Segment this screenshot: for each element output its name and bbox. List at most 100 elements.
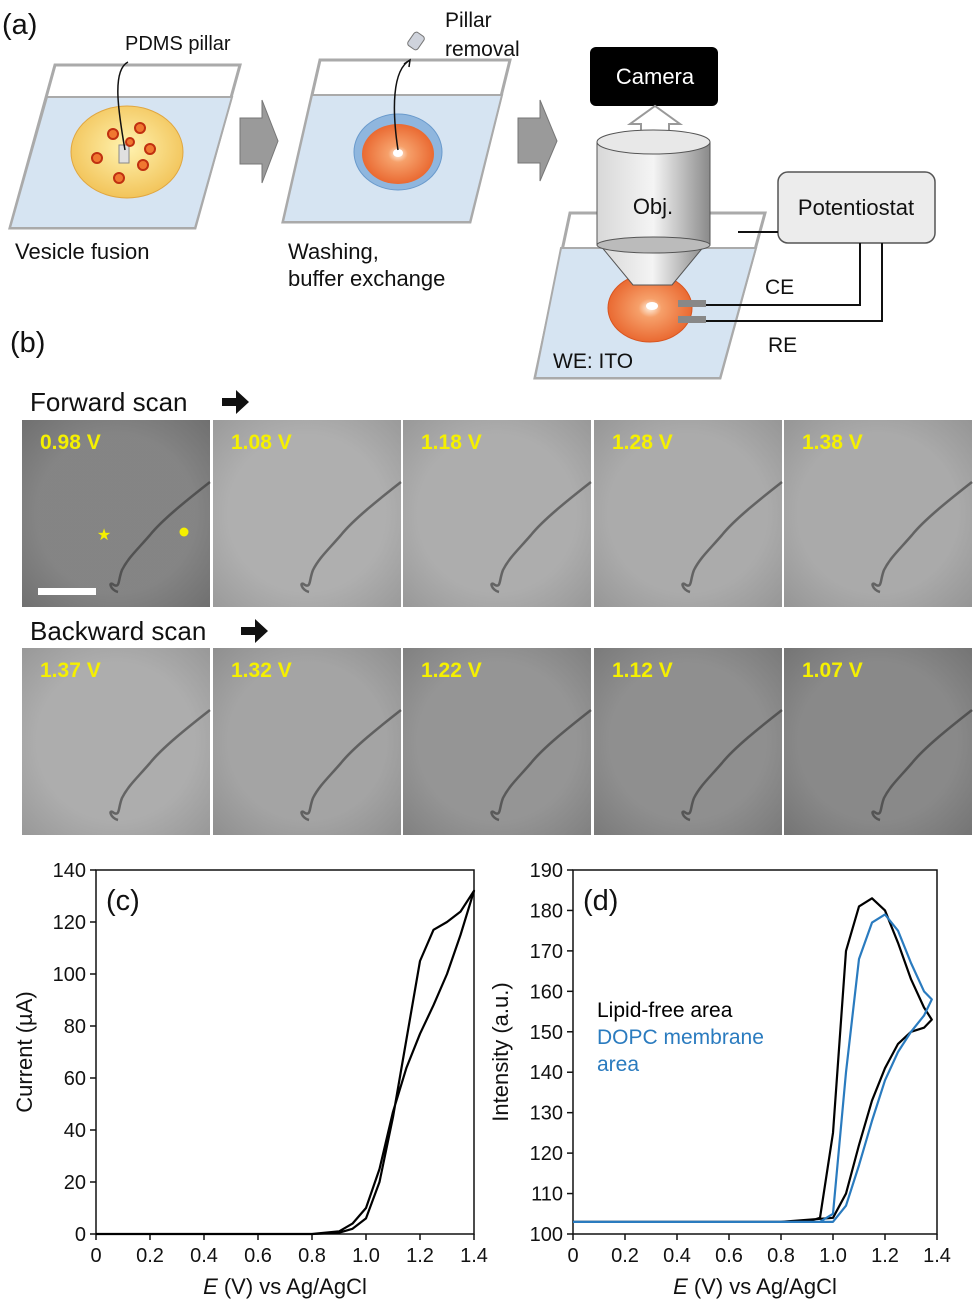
electrode-label: CE (765, 276, 794, 299)
vignette (403, 420, 591, 607)
x-axis-unit: (V) vs Ag/AgCl (224, 1274, 367, 1299)
micrograph: 1.28 V (594, 420, 783, 607)
x-tick-label: 1.2 (406, 1245, 434, 1267)
membrane-edge (109, 709, 211, 822)
x-tick-label: 0.6 (244, 1245, 272, 1267)
camera-box (590, 47, 718, 106)
x-tick-label: 0.8 (298, 1245, 326, 1267)
potential-label: 1.37 V (40, 659, 101, 682)
electrode-label: WE: ITO (553, 350, 633, 373)
potential-label: 1.22 V (421, 659, 482, 682)
y-tick-label: 100 (530, 1224, 563, 1246)
dot-marker (179, 527, 189, 537)
y-tick-label: 0 (75, 1224, 86, 1246)
potential-label: 1.07 V (802, 659, 863, 682)
step-label: removal (445, 38, 520, 61)
sample-2 (281, 31, 512, 224)
membrane-edge (871, 709, 973, 822)
step-label: Pillar (445, 9, 492, 32)
x-tick-label: 1.0 (352, 1245, 380, 1267)
micrograph: 0.98 V (22, 420, 211, 607)
panel-label: (b) (10, 327, 45, 359)
y-tick-label: 140 (530, 1062, 563, 1084)
membrane-edge (300, 481, 402, 594)
x-axis-unit: (V) vs Ag/AgCl (694, 1274, 837, 1299)
image-grid: 0.98 V 1.08 V 1.18 V 1.28 V 1.38 V 1.37 V 1.32… (22, 420, 973, 835)
vignette (403, 648, 591, 835)
potentiostat-label: Potentiostat (798, 195, 914, 220)
arrow (239, 99, 279, 184)
arrow (222, 390, 249, 414)
x-tick-label: 0.4 (663, 1245, 691, 1267)
y-tick-label: 120 (53, 912, 86, 934)
y-tick-label: 110 (531, 1184, 563, 1206)
micrograph: 1.38 V (784, 420, 973, 607)
panel-label: (a) (2, 9, 37, 41)
y-tick-label: 60 (64, 1068, 86, 1090)
potential-label: 1.38 V (802, 431, 863, 454)
membrane-edge (490, 481, 592, 594)
vignette (22, 420, 210, 607)
x-tick-label: 1.4 (460, 1245, 488, 1267)
y-tick-label: 190 (530, 860, 563, 882)
y-tick-label: 150 (530, 1022, 563, 1044)
step-label: Washing, (288, 239, 379, 264)
micrograph: 1.37 V (22, 648, 211, 835)
vignette (213, 648, 401, 835)
x-axis-label: E (V) vs Ag/AgCl (203, 1274, 367, 1299)
membrane-edge (681, 709, 783, 822)
potential-label: 1.18 V (421, 431, 482, 454)
scale-bar (38, 588, 96, 595)
membrane-edge (300, 709, 402, 822)
x-tick-label: 0 (567, 1245, 578, 1267)
sample-1 (8, 61, 242, 230)
electrode-label: RE (768, 334, 797, 357)
membrane-edge (490, 709, 592, 822)
pdms-pillar-label: PDMS pillar (125, 33, 231, 55)
y-axis-label: Intensity (a.u.) (488, 982, 513, 1121)
micrograph: 1.12 V (594, 648, 783, 835)
x-tick-label: 0.8 (767, 1245, 795, 1267)
y-tick-label: 80 (64, 1016, 86, 1038)
x-tick-label: 0.6 (715, 1245, 743, 1267)
x-tick-label: 1.2 (871, 1245, 899, 1267)
x-tick-label: 1.4 (923, 1245, 951, 1267)
plot-frame (95, 869, 475, 1235)
potential-label: 0.98 V (40, 431, 101, 454)
x-tick-label: 0.2 (611, 1245, 639, 1267)
charts: 0 0.2 0.4 0.6 0.8 1.0 1.2 1.4 0 20 40 60 80 100 120 140… (12, 860, 951, 1299)
legend-entry: Lipid-free area (597, 999, 733, 1022)
y-tick-label: 20 (64, 1172, 86, 1194)
membrane-edge (681, 481, 783, 594)
objective (596, 129, 711, 286)
x-tick-label: 1.0 (819, 1245, 847, 1267)
micrograph: 1.18 V (403, 420, 592, 607)
legend-entry: DOPC membrane area (597, 1026, 764, 1076)
vignette (784, 420, 972, 607)
y-tick-label: 130 (530, 1103, 563, 1125)
arrow (241, 619, 268, 643)
step-label: buffer exchange (288, 266, 445, 291)
y-tick-label: 170 (530, 941, 563, 963)
vignette (594, 648, 782, 835)
potential-label: 1.28 V (612, 431, 673, 454)
row-title: Backward scan (30, 616, 206, 646)
potential-label: 1.08 V (231, 431, 292, 454)
arrow (517, 99, 558, 182)
y-tick-label: 140 (53, 860, 86, 882)
x-axis-symbol: E (203, 1274, 218, 1299)
membrane-edge (109, 481, 211, 594)
vignette (594, 420, 782, 607)
series-line (573, 913, 933, 1223)
star-marker: ★ (97, 527, 111, 544)
y-tick-label: 120 (530, 1143, 563, 1165)
plot-frame (572, 869, 938, 1235)
y-tick-label: 160 (530, 981, 563, 1003)
micrograph: 1.07 V (784, 648, 973, 835)
potentiostat-box (777, 171, 936, 244)
potential-label: 1.12 V (612, 659, 673, 682)
micrograph: 1.22 V (403, 648, 592, 835)
y-axis-label: Current (µA) (12, 991, 37, 1112)
vignette (22, 648, 210, 835)
